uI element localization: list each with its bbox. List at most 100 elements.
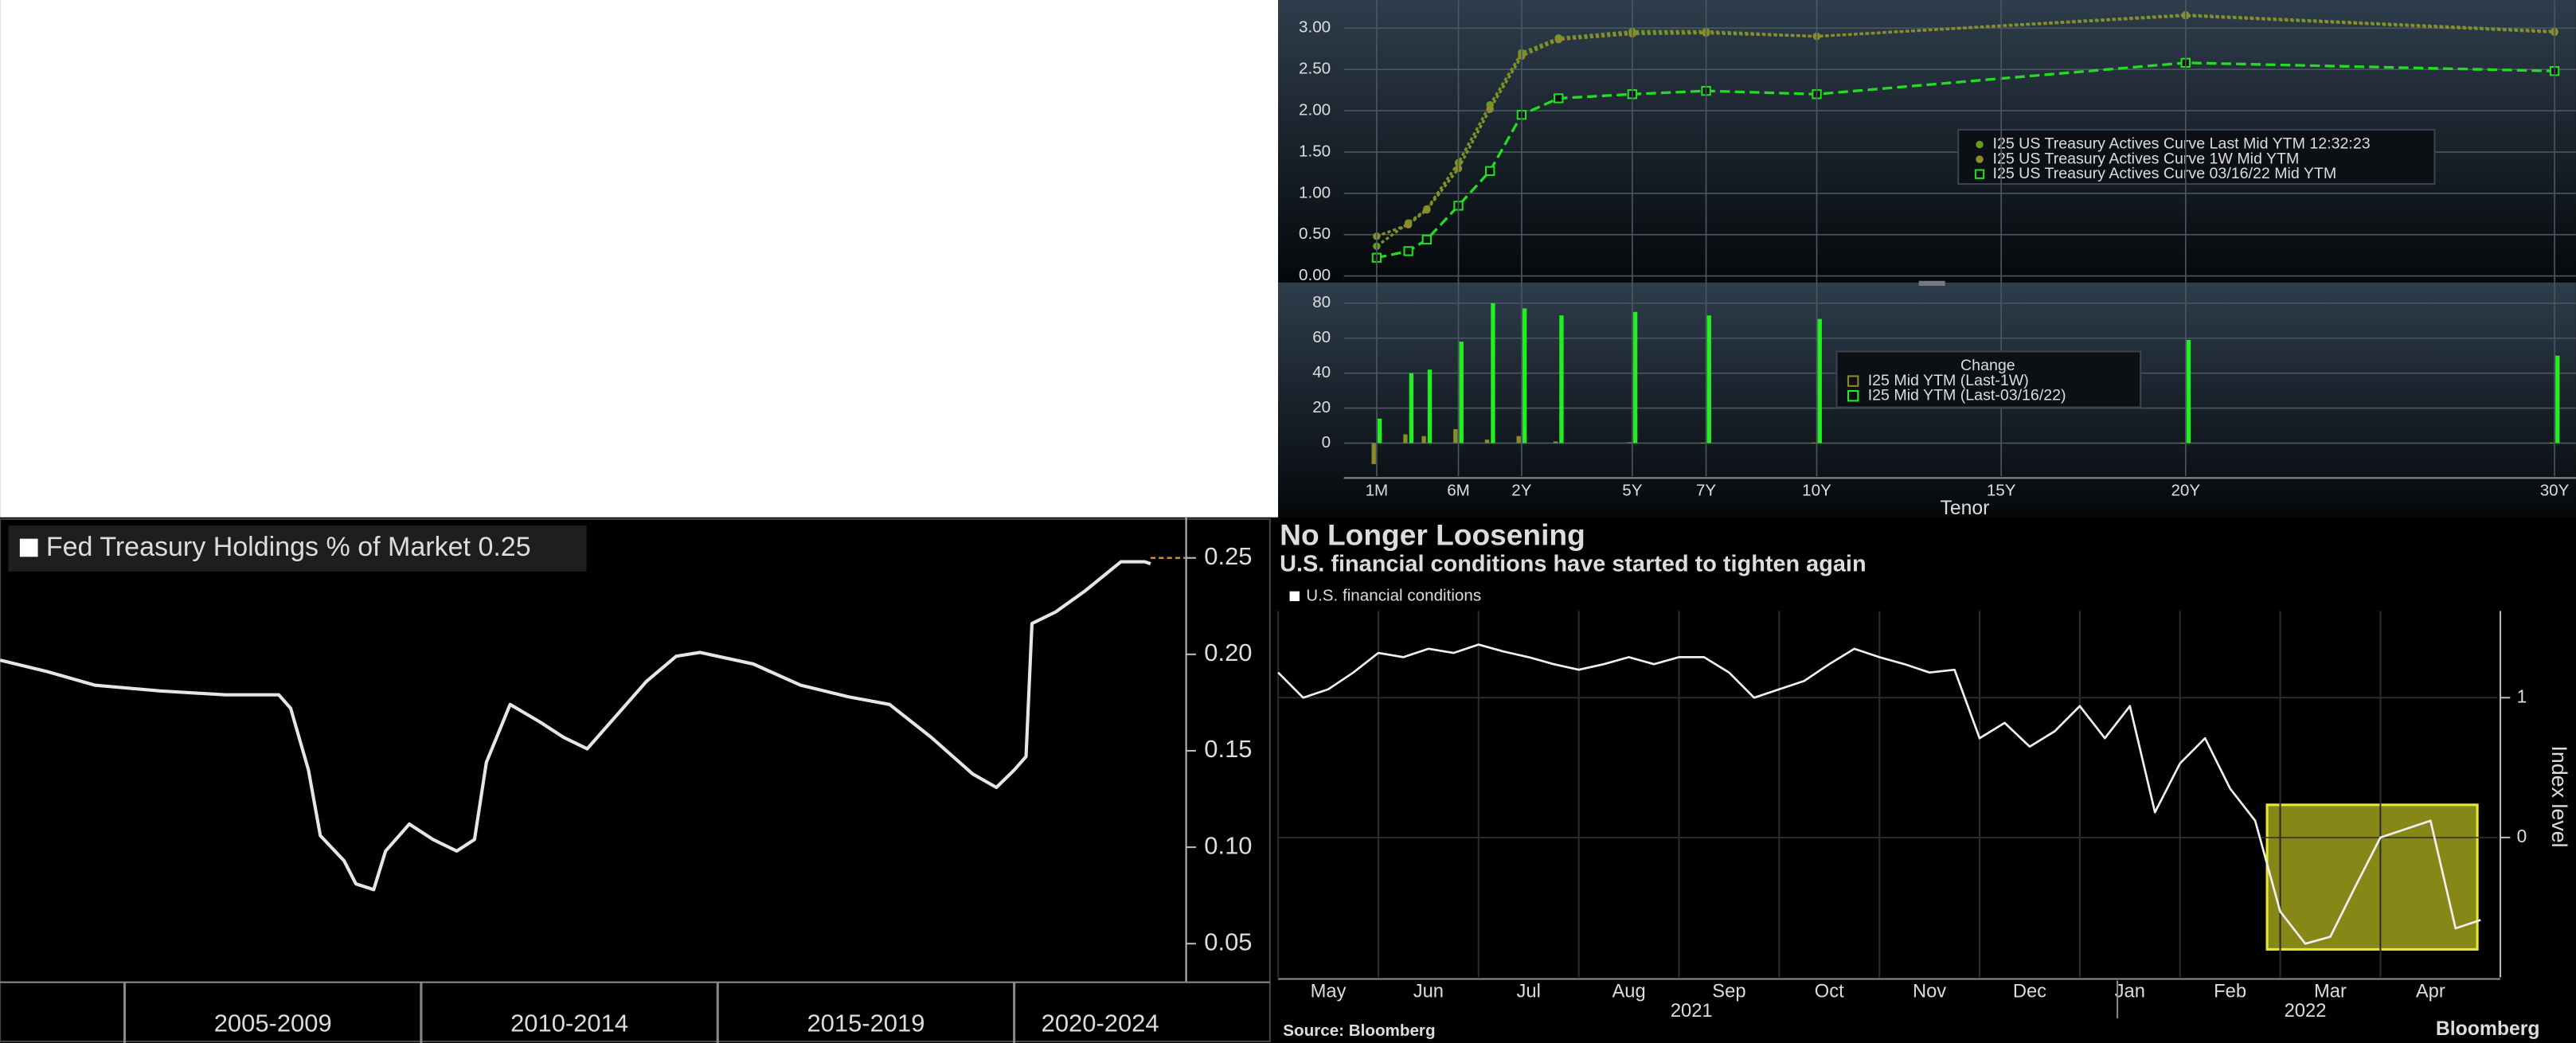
bar	[1491, 303, 1495, 443]
highlight-box	[2265, 803, 2479, 951]
y-tick-label: 0	[2517, 826, 2527, 846]
x-tick-label: Sep	[1712, 981, 1745, 1002]
x-tick-label: May	[1311, 981, 1347, 1002]
x-tick-label: 30Y	[2540, 481, 2570, 499]
y-tick-label: 80	[1312, 293, 1331, 311]
point-marker	[1404, 221, 1413, 229]
x-tick-label: Feb	[2214, 981, 2246, 1002]
legend-title: Change	[1960, 357, 2015, 374]
bar	[1427, 369, 1433, 443]
fci-panel	[1271, 517, 2576, 1043]
y-tick-label: 3.00	[1299, 18, 1331, 37]
bar	[1706, 315, 1711, 443]
legend-marker	[1847, 389, 1859, 402]
bar	[1484, 439, 1490, 443]
bar	[1632, 311, 1638, 443]
legend-label: I25 US Treasury Actives Curve Last Mid Y…	[1993, 135, 2371, 153]
x-group-label: 2021	[1671, 1001, 1713, 1022]
blank-area	[0, 0, 1279, 518]
x-tick-label: 6M	[1447, 481, 1470, 499]
x-tick-label: 1M	[1366, 481, 1389, 499]
bar	[1371, 443, 1376, 464]
x-tick-label: Oct	[1815, 981, 1844, 1002]
x-tick-label: 10Y	[1802, 481, 1831, 499]
y-tick-label: 2.50	[1299, 60, 1331, 78]
legend-box	[1835, 350, 2142, 408]
fed-frame	[0, 518, 1271, 1042]
point-marker	[1421, 234, 1433, 245]
bar	[1377, 418, 1382, 443]
y-tick-label: 0.00	[1299, 266, 1331, 284]
series-line	[0, 560, 1151, 892]
y-tick-label: 1.00	[1299, 183, 1331, 201]
bar	[1817, 318, 1822, 443]
x-tick-label: 15Y	[1987, 481, 2016, 499]
legend-marker	[1974, 169, 1985, 179]
point-marker	[1485, 166, 1495, 176]
legend-marker	[19, 538, 38, 557]
legend-box	[8, 525, 587, 572]
legend-label: I25 Mid YTM (Last-03/16/22)	[1868, 386, 2066, 404]
bar	[1459, 342, 1464, 443]
point-marker	[1423, 205, 1431, 214]
legend-label: U.S. financial conditions	[1306, 586, 1481, 604]
x-group-label: 2022	[2285, 1001, 2327, 1022]
bar	[1553, 441, 1558, 443]
y-tick-label: 0.25	[1204, 542, 1252, 570]
bar	[1627, 442, 1632, 443]
y-tick-label: 1	[2517, 686, 2527, 706]
legend-box	[1957, 128, 2436, 186]
legend-marker	[1847, 375, 1859, 387]
point-marker	[1554, 93, 1564, 104]
x-tick-label: 20Y	[2171, 481, 2200, 499]
x-tick-label: Jul	[1517, 981, 1541, 1002]
x-band-label: 2010-2014	[510, 1009, 628, 1037]
y-tick-label: 20	[1312, 398, 1331, 416]
y-tick-label: 0.15	[1204, 735, 1252, 763]
bar	[1522, 308, 1527, 443]
x-band-label: 2020-2024	[1042, 1009, 1159, 1037]
bar	[1403, 434, 1408, 443]
point-marker	[1486, 105, 1494, 113]
bar	[1516, 436, 1521, 443]
y-tick-label: 0	[1322, 433, 1331, 451]
y-tick-label: 2.00	[1299, 100, 1331, 119]
bar	[1559, 315, 1564, 443]
bar	[1409, 373, 1414, 443]
legend-label: I25 US Treasury Actives Curve 03/16/22 M…	[1993, 165, 2337, 182]
x-tick-label: Dec	[2013, 981, 2046, 1002]
y-tick-label: 60	[1312, 328, 1331, 346]
y-tick-label: 0.10	[1204, 831, 1252, 859]
legend-value: 0.25	[478, 532, 530, 562]
legend-name: Fed Treasury Holdings % of Market	[46, 532, 471, 562]
x-tick-label: Apr	[2416, 981, 2445, 1002]
y-axis-label: Index level	[2547, 745, 2571, 847]
bar	[2555, 355, 2560, 443]
legend-marker	[1976, 140, 1984, 149]
x-tick-label: Nov	[1913, 981, 1946, 1002]
source-note: Source: Bloomberg	[1283, 1022, 1435, 1040]
x-tick-label: Jan	[2115, 981, 2145, 1002]
x-tick-label: Jun	[1413, 981, 1444, 1002]
legend-label: I25 US Treasury Actives Curve 1W Mid YTM	[1993, 150, 2300, 167]
point-marker	[1554, 36, 1562, 44]
x-band-label: 2015-2019	[807, 1009, 924, 1037]
y-tick-label: 0.05	[1204, 928, 1252, 955]
bar	[2186, 339, 2191, 443]
bar	[1453, 428, 1458, 443]
y-tick-label: 0.50	[1299, 225, 1331, 243]
chart-subtitle: U.S. financial conditions have started t…	[1280, 551, 1866, 576]
x-tick-label: Aug	[1612, 981, 1645, 1002]
x-band-label: 2005-2009	[214, 1009, 332, 1037]
x-tick-label: 2Y	[1511, 481, 1531, 499]
point-marker	[1403, 246, 1413, 256]
bar	[1421, 436, 1426, 443]
x-tick-label: Mar	[2314, 981, 2347, 1002]
series-line	[1376, 14, 2555, 238]
legend-label: I25 Mid YTM (Last-1W)	[1868, 372, 2029, 389]
x-axis-label: Tenor	[1940, 498, 1989, 519]
x-tick-label: 7Y	[1696, 481, 1716, 499]
panel-splitter	[1918, 280, 1945, 286]
